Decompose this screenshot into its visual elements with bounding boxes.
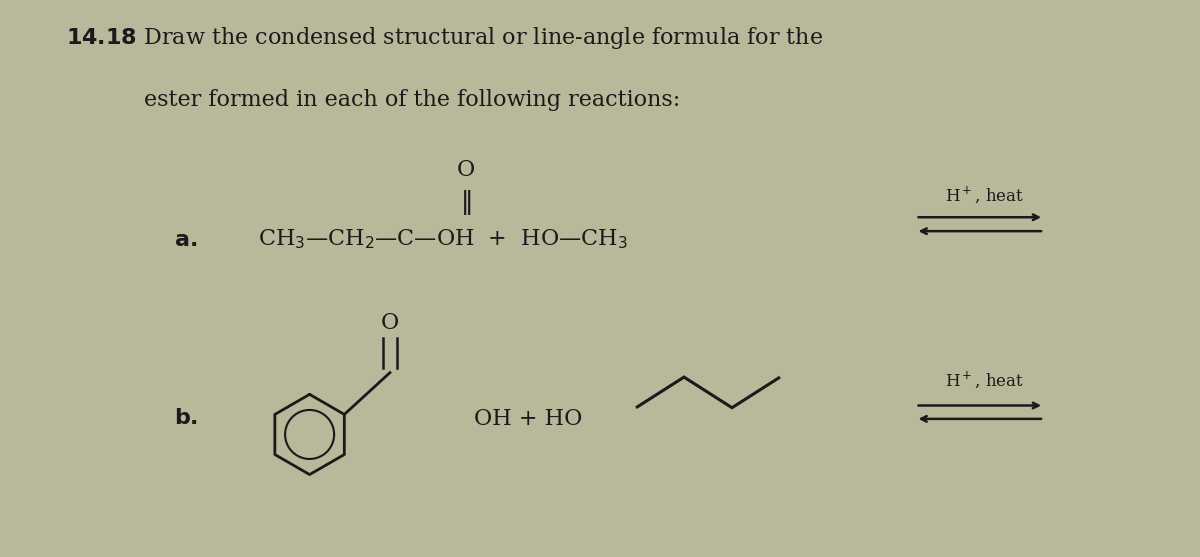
- Text: O: O: [456, 159, 475, 181]
- Text: H$^+$, heat: H$^+$, heat: [944, 369, 1024, 390]
- Text: ester formed in each of the following reactions:: ester formed in each of the following re…: [144, 89, 680, 111]
- Text: $\|$: $\|$: [460, 188, 472, 217]
- Text: CH$_3$—CH$_2$—C—OH  +  HO—CH$_3$: CH$_3$—CH$_2$—C—OH + HO—CH$_3$: [258, 228, 628, 251]
- Text: $\mathbf{b.}$: $\mathbf{b.}$: [174, 407, 198, 429]
- Text: $\mathbf{14.18}$ Draw the condensed structural or line-angle formula for the: $\mathbf{14.18}$ Draw the condensed stru…: [66, 25, 823, 51]
- Text: O: O: [380, 311, 400, 334]
- Text: OH + HO: OH + HO: [474, 408, 582, 430]
- Text: H$^+$, heat: H$^+$, heat: [944, 184, 1024, 206]
- Text: $\mathbf{a.}$: $\mathbf{a.}$: [174, 228, 197, 251]
